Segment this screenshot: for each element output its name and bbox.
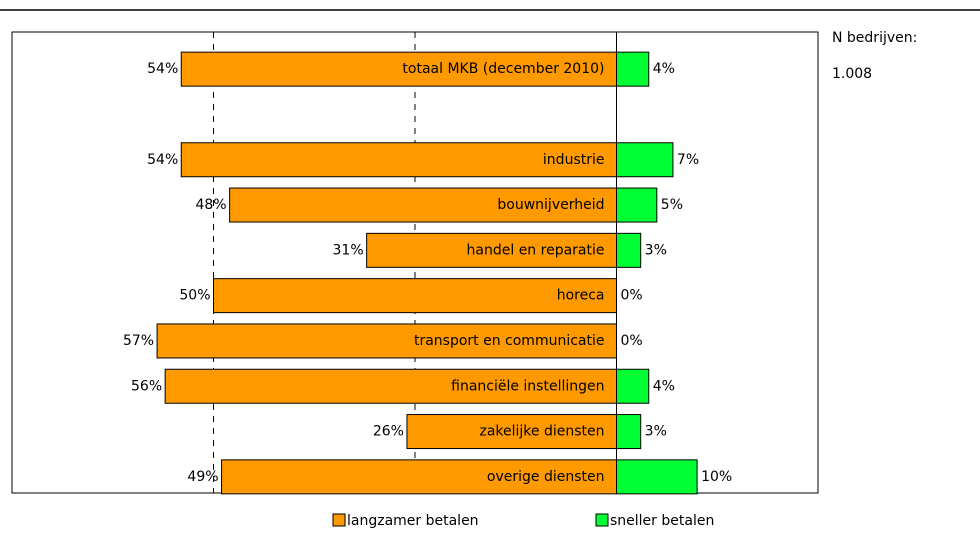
- annotation-label: N bedrijven:: [832, 30, 917, 46]
- bar: [156, 323, 618, 359]
- value-label: 57%: [123, 333, 154, 349]
- category-label: overige diensten: [487, 469, 605, 485]
- bar: [616, 459, 698, 495]
- value-label: 50%: [179, 288, 210, 304]
- bar: [616, 368, 650, 404]
- bar: [221, 459, 617, 495]
- bar: [180, 142, 617, 178]
- bar: [616, 232, 642, 268]
- bar: [164, 368, 617, 404]
- bar: [180, 51, 617, 87]
- value-label: 54%: [147, 61, 178, 77]
- category-label: totaal MKB (december 2010): [402, 61, 604, 77]
- value-label: 7%: [677, 152, 699, 168]
- value-label: 0%: [621, 333, 643, 349]
- bar: [616, 51, 650, 87]
- value-label: 0%: [621, 288, 643, 304]
- value-label: 49%: [187, 469, 218, 485]
- legend-swatch: [595, 513, 609, 527]
- bar: [616, 142, 674, 178]
- value-label: 4%: [653, 61, 675, 77]
- value-label: 54%: [147, 152, 178, 168]
- bar: [213, 278, 617, 314]
- category-label: bouwnijverheid: [497, 197, 604, 213]
- category-label: industrie: [543, 152, 605, 168]
- legend-label: sneller betalen: [610, 513, 714, 529]
- bar: [616, 187, 658, 223]
- legend-swatch: [332, 513, 346, 527]
- category-label: handel en reparatie: [467, 242, 605, 258]
- value-label: 48%: [195, 197, 226, 213]
- value-label: 3%: [645, 242, 667, 258]
- value-label: 4%: [653, 378, 675, 394]
- annotation-value: 1.008: [832, 66, 872, 82]
- category-label: transport en communicatie: [414, 333, 605, 349]
- category-label: financiële instellingen: [451, 378, 604, 394]
- value-label: 5%: [661, 197, 683, 213]
- value-label: 10%: [701, 469, 732, 485]
- legend-label: langzamer betalen: [347, 513, 479, 529]
- value-label: 26%: [373, 424, 404, 440]
- value-label: 3%: [645, 424, 667, 440]
- value-label: 56%: [131, 378, 162, 394]
- bar: [229, 187, 617, 223]
- bar: [366, 232, 618, 268]
- category-label: zakelijke diensten: [479, 424, 604, 440]
- bar: [406, 414, 617, 450]
- value-label: 31%: [333, 242, 364, 258]
- bar: [616, 414, 642, 450]
- category-label: horeca: [557, 288, 605, 304]
